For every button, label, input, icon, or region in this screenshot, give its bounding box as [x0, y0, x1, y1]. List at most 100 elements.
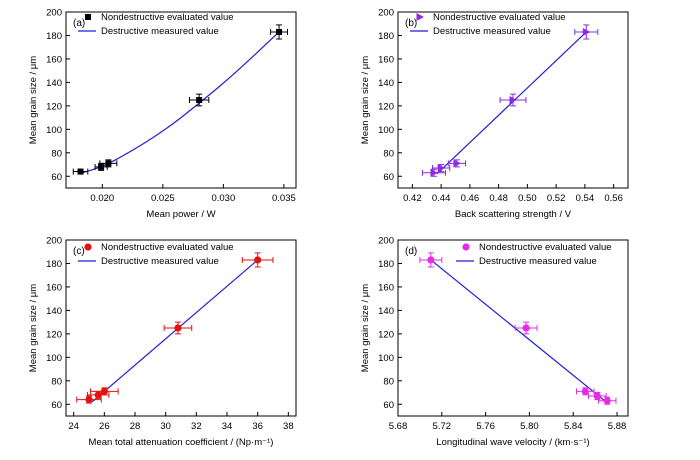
x-tick-label: 0.42	[403, 193, 422, 204]
y-tick-label: 60	[51, 172, 62, 183]
data-point-4	[188, 93, 210, 107]
y-tick-label: 140	[46, 306, 62, 317]
legend: Nondestructive evaluated value Destructiv…	[78, 12, 234, 37]
y-tick-label: 100	[378, 353, 394, 364]
data-point-4	[588, 392, 607, 401]
x-tick-label: 28	[130, 421, 141, 432]
y-tick-label: 60	[383, 172, 394, 183]
y-tick-label: 180	[46, 259, 62, 270]
y-tick-label: 180	[378, 31, 394, 42]
data-point-2	[432, 164, 451, 173]
plot-frame	[65, 11, 297, 189]
data-marker	[174, 324, 182, 332]
x-axis-label: Back scattering strength / V	[455, 209, 572, 220]
x-tick-label: 0.030	[211, 193, 235, 204]
y-tick-label: 180	[46, 31, 62, 42]
panel-label: (c)	[73, 246, 85, 257]
panel-label: (a)	[73, 18, 85, 29]
data-marker	[582, 27, 591, 36]
chart-panel-4: 5.68 5.72 5.76 5.80 5.84 5.88 60 80 100 120 140 160…	[360, 236, 629, 448]
data-marker	[254, 256, 262, 264]
data-point-5	[241, 252, 274, 268]
y-tick-label: 60	[51, 400, 62, 411]
data-marker	[603, 397, 611, 405]
legend-marker	[85, 14, 91, 20]
fitted-line	[436, 31, 587, 175]
plot-frame	[65, 239, 297, 417]
y-tick-label: 100	[46, 125, 62, 136]
data-marker	[196, 97, 203, 103]
y-tick-label: 100	[378, 125, 394, 136]
panel-label: (b)	[405, 18, 417, 29]
legend-label: Nondestructive evaluated value	[479, 242, 612, 253]
data-point-5	[597, 396, 617, 405]
x-tick-label: 36	[252, 421, 263, 432]
plot-frame	[397, 239, 629, 417]
legend-marker	[84, 243, 92, 251]
data-point-4	[499, 93, 527, 107]
x-tick-label: 0.020	[90, 193, 114, 204]
x-tick-label: 5.76	[476, 421, 495, 432]
data-marker	[453, 159, 461, 168]
chart-panel-3: 24 26 28 30 32 34 36 38 60 80 100 120 140 160 180 200 Me…	[28, 236, 297, 448]
fitted-line	[430, 259, 607, 403]
data-marker	[509, 96, 517, 104]
legend: Nondestructive evaluated value Destructiv…	[78, 242, 234, 267]
data-point-3	[90, 387, 119, 396]
data-point-5	[270, 24, 289, 40]
y-tick-label: 120	[46, 329, 62, 340]
x-axis-label: Mean power / W	[146, 209, 215, 220]
y-axis-label: Mean grain size / μm	[28, 284, 39, 372]
data-point-5	[574, 24, 599, 40]
data-marker	[522, 324, 530, 332]
legend-label: Nondestructive evaluated value	[433, 12, 566, 23]
y-tick-label: 140	[378, 306, 394, 317]
legend-label: Nondestructive evaluated value	[101, 12, 234, 23]
data-point-1	[421, 168, 446, 177]
data-marker	[100, 387, 108, 395]
y-tick-label: 200	[46, 236, 62, 247]
fitted-line	[77, 31, 280, 175]
y-tick-label: 80	[383, 148, 394, 159]
y-tick-label: 140	[378, 78, 394, 89]
x-tick-label: 24	[68, 421, 79, 432]
x-tick-label: 5.72	[433, 421, 452, 432]
x-tick-label: 0.54	[576, 193, 595, 204]
y-axis-label: Mean grain size / μm	[28, 56, 39, 144]
chart-panel-1: 0.020 0.025 0.030 0.035 60 80 100 120 140 160 180 2…	[28, 8, 297, 220]
y-tick-label: 140	[46, 78, 62, 89]
y-tick-label: 200	[378, 8, 394, 19]
y-tick-label: 80	[51, 148, 62, 159]
legend-label: Destructive measured value	[101, 26, 219, 37]
data-marker	[593, 392, 601, 400]
legend-marker	[462, 243, 470, 251]
chart-panel-2: 0.42 0.44 0.46 0.48 0.50 0.52 0.54 0.56 60 80 100 1…	[360, 8, 629, 220]
y-tick-label: 80	[51, 376, 62, 387]
data-marker	[437, 164, 446, 173]
data-point-2	[514, 321, 538, 335]
data-marker	[77, 168, 84, 175]
data-marker	[98, 163, 105, 170]
data-point-1	[419, 252, 443, 268]
x-axis-label: Longitudinal wave velocity / (km·s⁻¹)	[436, 437, 589, 448]
legend-label: Destructive measured value	[433, 26, 551, 37]
data-marker	[105, 160, 112, 167]
y-tick-label: 160	[46, 282, 62, 293]
legend: Nondestructive evaluated value Destructiv…	[410, 12, 566, 37]
y-axis-label: Mean grain size / μm	[360, 56, 371, 144]
data-marker	[581, 387, 589, 395]
plot-frame	[397, 11, 629, 189]
data-marker	[85, 395, 93, 404]
x-tick-label: 38	[283, 421, 294, 432]
x-tick-label: 0.48	[489, 193, 508, 204]
x-tick-label: 0.025	[151, 193, 175, 204]
x-tick-label: 26	[99, 421, 110, 432]
x-tick-label: 34	[222, 421, 233, 432]
data-point-1	[72, 168, 89, 175]
x-tick-label: 5.68	[389, 421, 408, 432]
x-tick-label: 0.46	[461, 193, 480, 204]
y-tick-label: 200	[378, 236, 394, 247]
legend-label: Nondestructive evaluated value	[101, 242, 234, 253]
x-tick-label: 0.44	[432, 193, 451, 204]
